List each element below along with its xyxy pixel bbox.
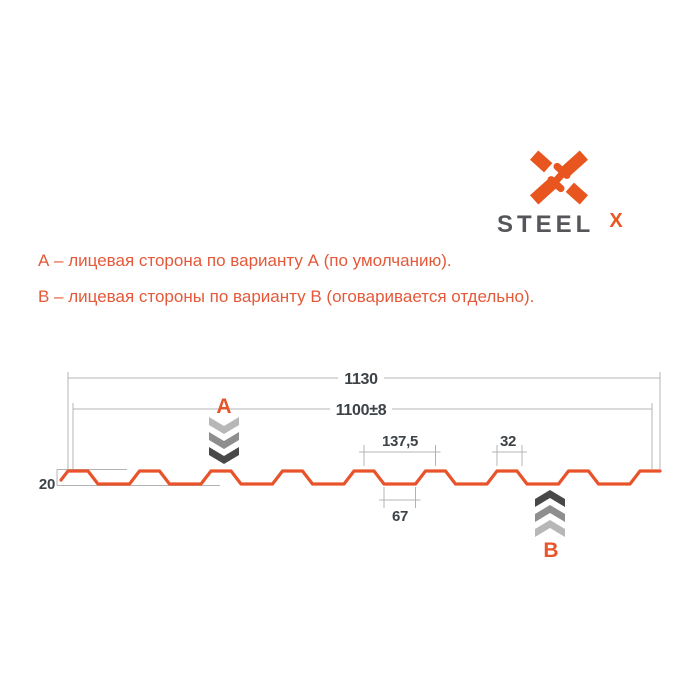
brand-text: STEEL xyxy=(497,211,595,238)
dimension-rib-top: 32 xyxy=(492,433,527,466)
chevron-down-icon xyxy=(209,447,239,464)
logo-wordmark: STEEL X xyxy=(497,210,667,239)
note-variant-a: А – лицевая сторона по варианту А (по ум… xyxy=(38,251,452,270)
chevron-up-icon xyxy=(535,490,565,507)
dim-label-overall-width: 1130 xyxy=(344,371,378,388)
logo-diagonal-cross xyxy=(530,150,588,205)
steelx-logo-icon xyxy=(530,150,588,205)
logo-diagonal-main xyxy=(530,150,588,205)
marker-a-label: A xyxy=(216,395,231,418)
marker-variant-b: B xyxy=(535,490,565,562)
dim-label-pitch: 137,5 xyxy=(382,433,418,450)
dimension-overall-width: 1130 xyxy=(67,371,661,469)
dim-label-cover-width: 1100±8 xyxy=(336,402,387,419)
brand-x-suffix: X xyxy=(609,210,623,232)
note-variant-b: В – лицевая стороны по варианту В (огова… xyxy=(38,287,535,306)
chevron-down-icon xyxy=(209,417,239,434)
marker-b-label: B xyxy=(543,539,558,562)
chevron-up-icon xyxy=(535,520,565,537)
dim-label-valley: 67 xyxy=(392,508,408,525)
chevron-up-icon xyxy=(535,505,565,522)
dimension-valley: 67 xyxy=(379,487,421,525)
chevron-down-icon xyxy=(209,432,239,449)
dim-label-rib-top: 32 xyxy=(500,433,516,450)
dimension-cover-width: 1100±8 xyxy=(72,402,653,469)
dimension-pitch: 137,5 xyxy=(359,433,441,466)
sheet-profile-outline xyxy=(59,469,662,486)
dim-label-height: 20 xyxy=(39,476,55,493)
marker-variant-a: A xyxy=(209,395,239,464)
